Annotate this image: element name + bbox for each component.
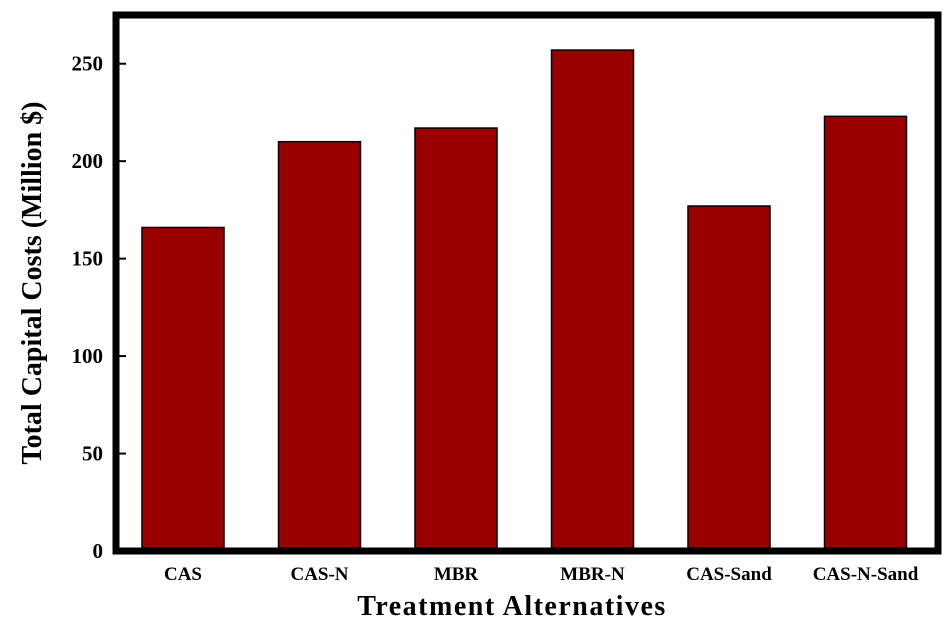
x-tick-label-mbr: MBR — [434, 564, 479, 585]
bar-cas-n-sand — [823, 115, 908, 552]
y-tick-label: 150 — [72, 247, 104, 271]
y-axis-ticks: 0 50 100 150 200 250 — [72, 52, 126, 563]
x-tick-label-mbr-n: MBR-N — [560, 564, 625, 585]
x-tick-label-cas-n-sand: CAS-N-Sand — [813, 564, 919, 585]
y-tick-label: 50 — [82, 442, 103, 466]
y-tick-label: 100 — [72, 344, 104, 368]
y-axis-title: Total Capital Costs (Million $) — [17, 102, 48, 465]
bar-cas — [141, 226, 225, 552]
y-tick-label: 0 — [93, 539, 104, 563]
x-tick-label-cas-n: CAS-N — [290, 564, 348, 585]
y-tick-label: 250 — [72, 52, 104, 76]
bar-cas-sand — [687, 205, 771, 552]
x-tick-label-cas-sand: CAS-Sand — [686, 564, 772, 585]
bar-mbr-n — [550, 49, 635, 552]
y-tick-label: 200 — [72, 149, 104, 173]
x-axis-title: Treatment Alternatives — [357, 591, 667, 622]
x-tick-label-cas: CAS — [164, 564, 202, 585]
bars-group — [141, 49, 908, 552]
bar-mbr — [414, 127, 498, 552]
bar-cas-n — [277, 140, 362, 552]
x-axis-labels: CAS CAS-N MBR MBR-N CAS-Sand CAS-N-Sand — [164, 564, 919, 585]
plot-frame — [112, 11, 942, 555]
